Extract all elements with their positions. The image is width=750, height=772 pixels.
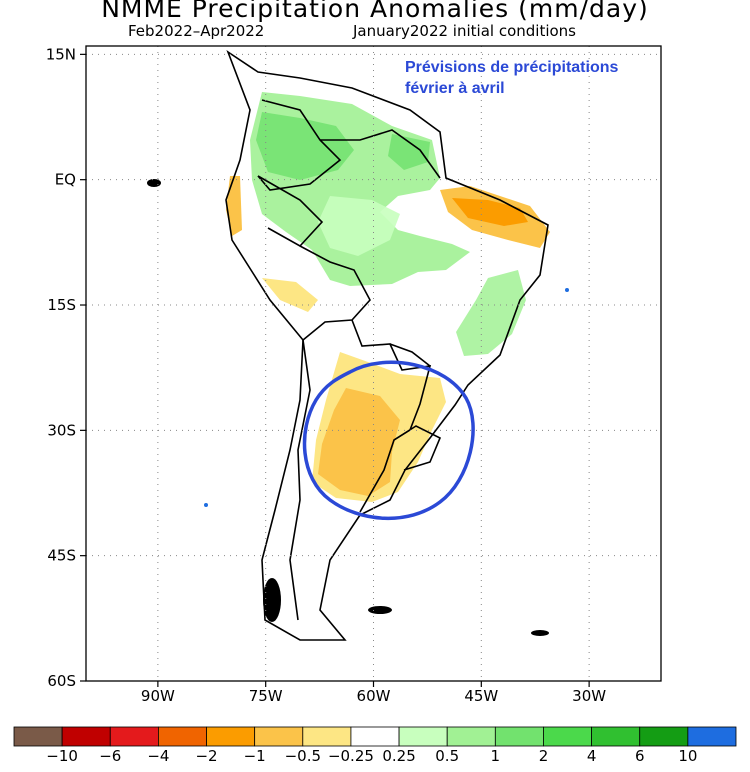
wet-anomaly-northeast bbox=[388, 134, 430, 170]
initial-conditions: January2022 initial conditions bbox=[353, 22, 576, 40]
colorbar-label: 10 bbox=[678, 747, 697, 765]
blue-dots bbox=[204, 288, 569, 507]
colorbar-swatch bbox=[446, 726, 496, 747]
forecast-period: Feb2022–Apr2022 bbox=[128, 22, 265, 40]
colorbar-swatch bbox=[398, 726, 448, 747]
colorbar-swatch bbox=[13, 726, 63, 747]
islands bbox=[147, 179, 549, 636]
colorbar-swatch bbox=[543, 726, 593, 747]
dry-anomaly-peru-bolivia bbox=[262, 278, 318, 312]
lon-tick-label: 90W bbox=[141, 687, 175, 705]
lon-tick-label: 45W bbox=[464, 687, 498, 705]
wet-anomaly-amazon bbox=[318, 196, 400, 256]
colorbar-label: −0.5 bbox=[285, 747, 321, 765]
colorbar-swatch bbox=[639, 726, 689, 747]
anomaly-shading bbox=[226, 92, 550, 502]
wet-anomaly-southeast-brazil bbox=[456, 270, 526, 356]
colorbar-label: −6 bbox=[99, 747, 121, 765]
lon-tick-label: 60W bbox=[357, 687, 391, 705]
lat-tick-label: 45S bbox=[47, 547, 76, 565]
wet-anomaly-core bbox=[256, 112, 354, 180]
longitude-axis: 90W 75W 60W 45W 30W bbox=[141, 681, 606, 705]
dry-anomaly-la-plata-core bbox=[318, 388, 400, 496]
lon-tick-label: 75W bbox=[249, 687, 283, 705]
country-borders bbox=[225, 49, 549, 641]
latitude-axis: 15N EQ 15S 30S 45S 60S bbox=[46, 45, 86, 690]
colorbar-swatch bbox=[61, 726, 111, 747]
colorbar-swatch bbox=[302, 726, 352, 747]
colorbar: −10 −6 −4 −2 −1 −0.5 −0.25 0.25 0.5 1 2 4 6 10 bbox=[13, 726, 737, 765]
colorbar-swatch bbox=[206, 726, 256, 747]
lat-tick-label: EQ bbox=[55, 171, 76, 189]
colorbar-swatch bbox=[494, 726, 544, 747]
colorbar-swatch bbox=[591, 726, 641, 747]
colorbar-swatch bbox=[109, 726, 159, 747]
colorbar-label: 6 bbox=[635, 747, 645, 765]
annotation-line-2: février à avril bbox=[405, 80, 505, 97]
colorbar-swatch bbox=[254, 726, 304, 747]
colorbar-label: −10 bbox=[46, 747, 78, 765]
colorbar-label: 4 bbox=[587, 747, 597, 765]
lon-tick-label: 30W bbox=[572, 687, 606, 705]
colorbar-label: 2 bbox=[539, 747, 549, 765]
lat-tick-label: 15N bbox=[46, 45, 76, 63]
lat-tick-label: 60S bbox=[47, 672, 76, 690]
chart-title: NMME Precipitation Anomalies (mm/day) bbox=[101, 0, 649, 23]
colorbar-swatch bbox=[687, 726, 737, 747]
colorbar-label: −2 bbox=[195, 747, 217, 765]
colorbar-swatch bbox=[350, 726, 400, 747]
dry-anomaly-ecuador bbox=[226, 176, 242, 236]
map-area bbox=[86, 46, 661, 681]
colorbar-label: −0.25 bbox=[328, 747, 374, 765]
annotation-line-1: Prévisions de précipitations bbox=[405, 59, 619, 76]
highlight-circle bbox=[302, 360, 475, 520]
colorbar-label: 1 bbox=[491, 747, 501, 765]
lat-tick-label: 15S bbox=[47, 296, 76, 314]
colorbar-label: 0.25 bbox=[382, 747, 415, 765]
colorbar-label: −1 bbox=[244, 747, 266, 765]
dry-anomaly-northeast-core bbox=[452, 198, 528, 226]
colorbar-label: 0.5 bbox=[435, 747, 459, 765]
colorbar-label: −4 bbox=[147, 747, 169, 765]
colorbar-swatch bbox=[157, 726, 207, 747]
lat-tick-label: 30S bbox=[47, 421, 76, 439]
